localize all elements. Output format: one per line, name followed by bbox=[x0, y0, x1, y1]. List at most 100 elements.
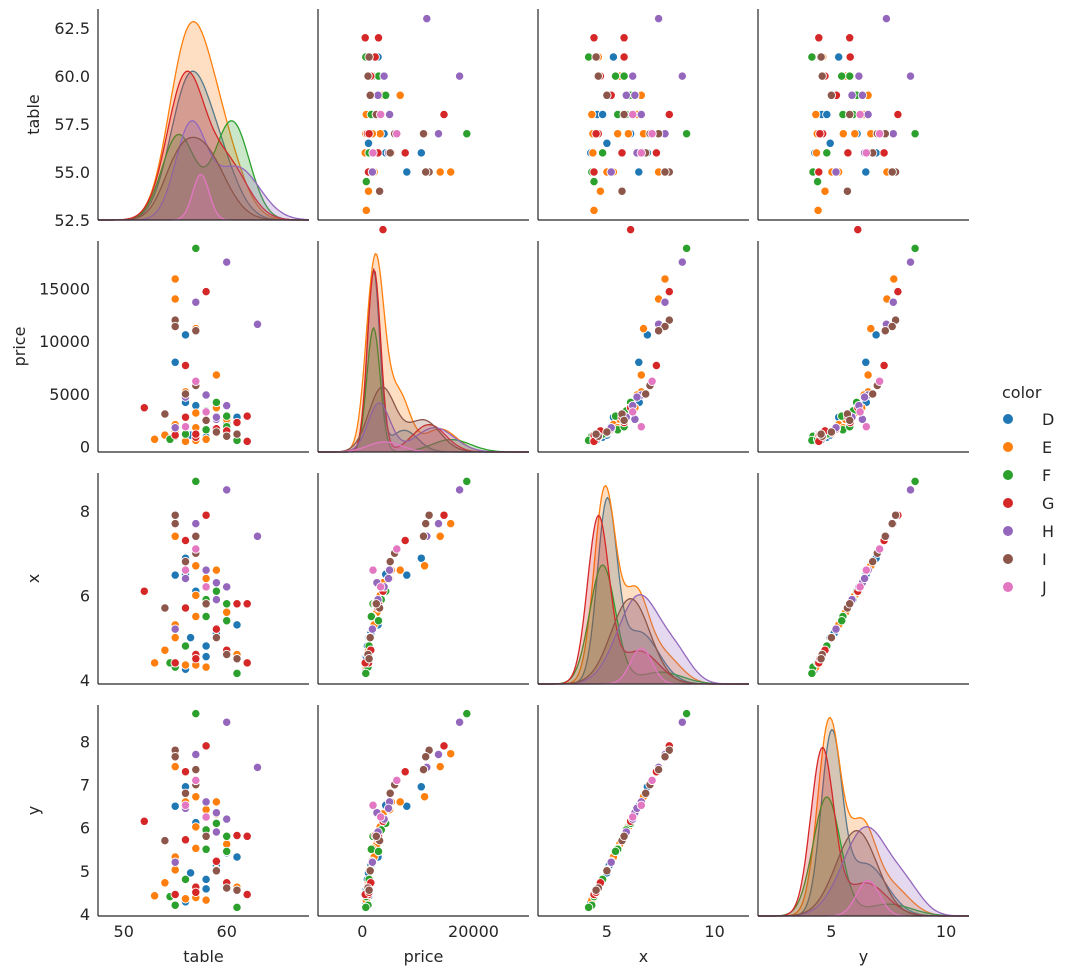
point-y-vs-table-45 bbox=[180, 835, 191, 845]
point-y-vs-price-16 bbox=[446, 749, 456, 759]
point-table-vs-price-47 bbox=[439, 109, 449, 120]
point-table-vs-x-45 bbox=[617, 148, 627, 158]
point-x-vs-table-37 bbox=[232, 668, 242, 679]
point-x-vs-price-1 bbox=[416, 553, 426, 563]
ytick-y-0: 4 bbox=[80, 905, 90, 924]
point-table-vs-x-62 bbox=[621, 90, 631, 100]
point-y-vs-table-71 bbox=[201, 831, 211, 841]
kde-area-price-I bbox=[318, 387, 529, 452]
point-x-vs-price-56 bbox=[433, 518, 444, 529]
ytick-table-0: 52.5 bbox=[54, 211, 90, 230]
point-x-vs-price-2 bbox=[402, 570, 412, 580]
point-x-vs-price-40 bbox=[373, 616, 384, 626]
point-x-vs-price-74 bbox=[368, 565, 378, 575]
point-x-vs-table-22 bbox=[191, 561, 201, 571]
legend-label-E: E bbox=[1042, 438, 1052, 457]
point-table-vs-y-56 bbox=[888, 129, 898, 139]
kde-area-table-D bbox=[98, 71, 309, 220]
point-x-vs-table-44 bbox=[180, 535, 191, 546]
xlabel-price: price bbox=[404, 947, 444, 966]
point-y-vs-x-71 bbox=[619, 831, 629, 841]
point-price-vs-table-47 bbox=[201, 286, 211, 297]
point-price-vs-table-75 bbox=[201, 407, 211, 417]
point-y-vs-price-55 bbox=[454, 717, 465, 727]
point-price-vs-y-67 bbox=[868, 389, 878, 399]
point-y-vs-table-74 bbox=[180, 800, 191, 810]
point-table-vs-price-58 bbox=[384, 109, 395, 120]
point-x-vs-price-55 bbox=[454, 485, 465, 495]
point-y-vs-table-62 bbox=[211, 827, 222, 837]
point-x-vs-table-17 bbox=[170, 531, 180, 541]
point-x-vs-y-67 bbox=[868, 556, 878, 567]
point-x-vs-table-53 bbox=[191, 654, 201, 664]
point-table-vs-price-72 bbox=[364, 52, 374, 62]
point-table-vs-price-16 bbox=[446, 167, 456, 177]
point-x-vs-table-51 bbox=[242, 599, 252, 609]
point-price-vs-x-66 bbox=[653, 326, 664, 336]
point-table-vs-price-52 bbox=[360, 33, 370, 43]
ytick-x-2: 8 bbox=[80, 502, 90, 521]
point-price-vs-table-52 bbox=[242, 436, 252, 447]
point-price-vs-table-44 bbox=[180, 360, 191, 371]
point-y-vs-price-56 bbox=[433, 749, 444, 760]
point-y-vs-table-7 bbox=[201, 874, 211, 885]
point-x-vs-table-75 bbox=[201, 582, 211, 592]
point-table-vs-y-39 bbox=[812, 176, 823, 187]
legend-title: color bbox=[1002, 383, 1042, 402]
point-y-vs-table-13 bbox=[160, 878, 170, 888]
point-y-vs-table-47 bbox=[201, 741, 211, 751]
point-table-vs-y-53 bbox=[815, 129, 825, 139]
point-x-vs-table-30 bbox=[201, 573, 211, 584]
point-table-vs-y-70 bbox=[817, 71, 827, 81]
point-price-vs-x-22 bbox=[638, 323, 649, 334]
point-x-vs-table-57 bbox=[211, 578, 222, 588]
point-price-vs-table-40 bbox=[222, 411, 232, 421]
point-x-vs-table-64 bbox=[170, 518, 180, 529]
point-price-vs-y-73 bbox=[874, 376, 885, 386]
point-x-vs-y-59 bbox=[859, 573, 870, 584]
point-x-vs-price-37 bbox=[361, 668, 371, 679]
point-price-vs-table-65 bbox=[160, 409, 170, 419]
point-table-vs-y-45 bbox=[843, 148, 853, 158]
point-x-vs-y-75 bbox=[855, 582, 865, 592]
point-table-vs-y-61 bbox=[831, 167, 841, 177]
point-x-vs-y-33 bbox=[910, 476, 920, 487]
kde-area-x-D bbox=[538, 497, 749, 684]
point-table-vs-y-40 bbox=[837, 71, 847, 81]
point-price-vs-x-25 bbox=[636, 370, 646, 380]
point-price-vs-table-66 bbox=[191, 326, 201, 336]
ytick-x-1: 6 bbox=[80, 586, 90, 605]
point-price-vs-table-61 bbox=[170, 423, 180, 433]
point-x-vs-table-9 bbox=[232, 620, 242, 630]
point-x-vs-table-45 bbox=[180, 603, 191, 613]
point-x-vs-table-67 bbox=[180, 556, 191, 567]
point-price-vs-x-69 bbox=[602, 427, 612, 437]
point-price-vs-table-53 bbox=[191, 429, 201, 439]
point-table-vs-price-11 bbox=[363, 138, 374, 148]
kde-area-price-E bbox=[318, 253, 529, 452]
point-y-vs-price-75 bbox=[376, 812, 386, 822]
point-x-vs-table-74 bbox=[180, 565, 191, 575]
point-price-vs-table-2 bbox=[170, 357, 180, 367]
point-table-vs-y-64 bbox=[887, 167, 897, 177]
point-price-vs-x-75 bbox=[628, 407, 638, 417]
point-x-vs-table-35 bbox=[211, 586, 222, 596]
kde-area-price-F bbox=[318, 327, 529, 452]
point-x-vs-table-59 bbox=[180, 573, 191, 584]
point-y-vs-table-53 bbox=[191, 887, 201, 897]
point-y-vs-price-72 bbox=[364, 885, 374, 895]
point-table-vs-y-65 bbox=[842, 186, 853, 196]
point-price-vs-table-69 bbox=[211, 427, 222, 437]
point-table-vs-price-73 bbox=[392, 129, 402, 139]
kde-area-y-D bbox=[758, 729, 969, 916]
point-y-vs-table-19 bbox=[180, 894, 191, 904]
point-table-vs-y-72 bbox=[816, 52, 826, 62]
point-table-vs-x-70 bbox=[593, 71, 603, 81]
point-x-vs-table-43 bbox=[170, 658, 180, 668]
point-table-vs-price-33 bbox=[462, 129, 472, 139]
point-table-vs-price-66 bbox=[418, 129, 429, 139]
point-table-vs-x-61 bbox=[606, 167, 616, 177]
ylabel-y: y bbox=[24, 806, 43, 815]
kde-area-x-E bbox=[538, 485, 749, 684]
kde-area-x-F bbox=[538, 565, 749, 684]
